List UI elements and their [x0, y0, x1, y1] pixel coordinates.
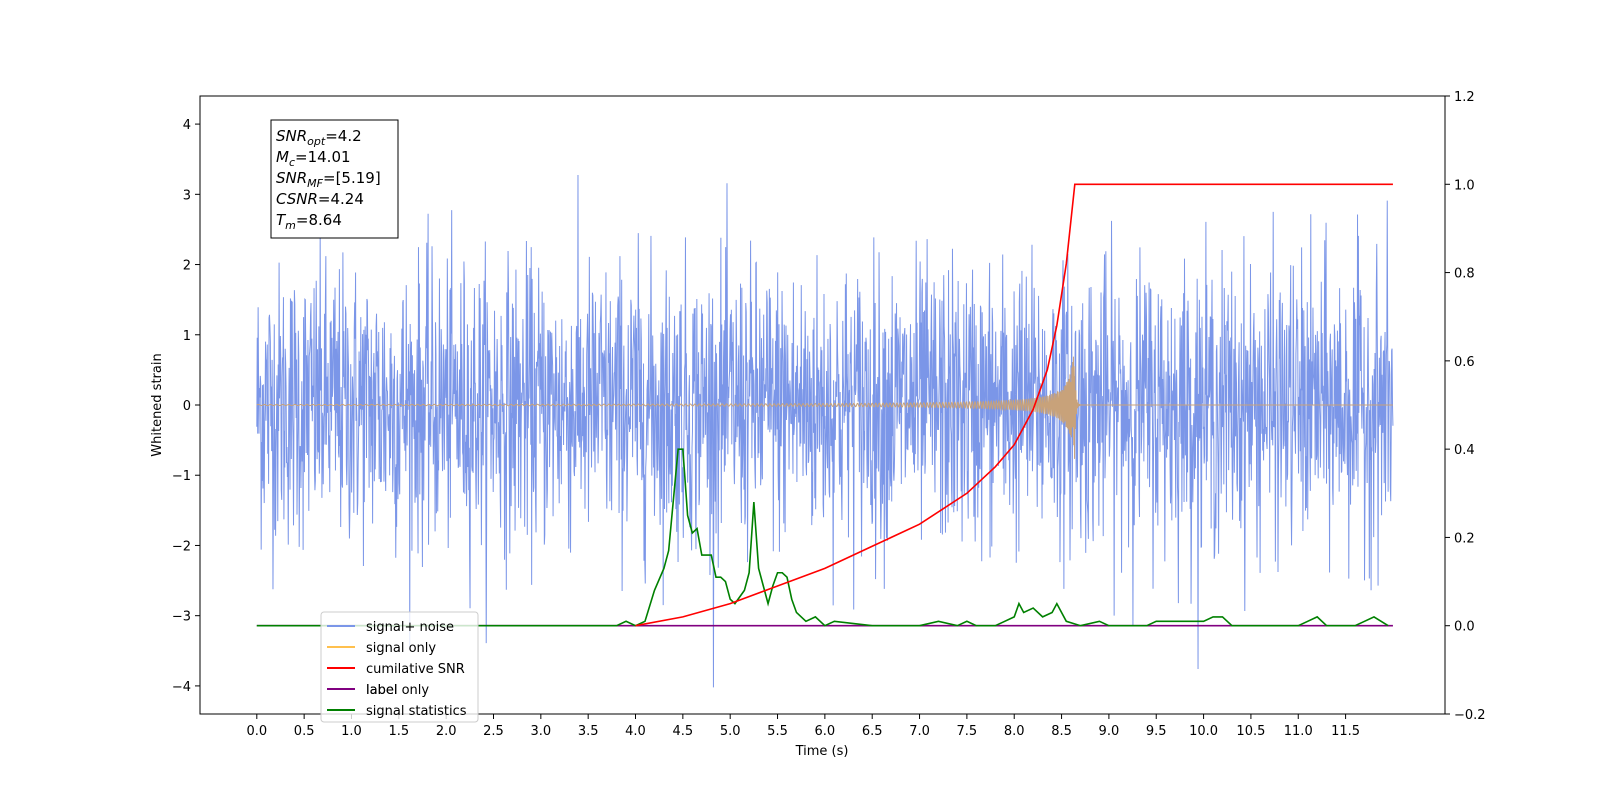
x-tick-label: 9.0	[1099, 724, 1120, 739]
series-cumulative-snr	[635, 183, 1393, 627]
x-tick-label: 1.5	[388, 724, 409, 739]
x-axis: 0.0 0.5 1.0 1.5 2.0 2.5 3.0 3.5 4.0 4.5 5.0 5.5 6.0 6…	[246, 714, 1360, 739]
y-tick-label: −2	[172, 539, 191, 554]
x-tick-label: 10.0	[1189, 724, 1218, 739]
y-tick-label: 3	[183, 188, 191, 203]
series-signal-statistics	[256, 448, 1389, 627]
x-tick-label: 1.0	[341, 724, 362, 739]
y-tick-label: −4	[172, 680, 191, 695]
y2-tick-label: 0.8	[1454, 267, 1475, 282]
stat-line: SNRopt=4.2	[276, 127, 362, 148]
legend-label: label only	[366, 683, 429, 698]
series-signal-only	[256, 356, 1393, 459]
x-tick-label: 3.5	[578, 724, 599, 739]
x-tick-label: 3.0	[530, 724, 551, 739]
stat-line: Mc=14.01	[276, 148, 351, 169]
y-tick-label: 2	[183, 259, 191, 274]
stat-line: CSNR=4.24	[276, 190, 364, 208]
legend-label: signal only	[366, 641, 436, 656]
y-tick-label: −1	[172, 469, 191, 484]
x-tick-label: 8.0	[1004, 724, 1025, 739]
y2-tick-label: 1.0	[1454, 178, 1475, 193]
y2-tick-label: 0.2	[1454, 531, 1475, 546]
x-tick-label: 0.5	[294, 724, 315, 739]
x-tick-label: 2.5	[483, 724, 504, 739]
x-tick-label: 2.0	[436, 724, 457, 739]
x-tick-label: 9.5	[1146, 724, 1167, 739]
x-tick-label: 6.0	[815, 724, 836, 739]
y-tick-label: 0	[183, 399, 191, 414]
legend: signal+ noise signal only cumilative SNR la…	[320, 611, 479, 723]
y-axis-left: 4 3 2 1 0 −1 −2 −3 −4	[172, 118, 200, 695]
legend-label: signal statistics	[366, 704, 467, 719]
y-axis-right: 1.2 1.0 0.8 0.6 0.4 0.2 0.0 −0.2	[1445, 90, 1486, 723]
x-tick-label: 5.5	[767, 724, 788, 739]
legend-label: cumilative SNR	[366, 662, 465, 677]
x-tick-label: 11.5	[1331, 724, 1360, 739]
y2-tick-label: 0.4	[1454, 443, 1475, 458]
stat-line: SNRMF=[5.19]	[276, 169, 381, 190]
y2-tick-label: 0.6	[1454, 355, 1475, 370]
x-tick-label: 0.0	[246, 724, 267, 739]
y2-tick-label: −0.2	[1454, 708, 1486, 723]
y2-tick-label: 1.2	[1454, 90, 1475, 105]
x-tick-label: 7.5	[957, 724, 978, 739]
x-axis-title: Time (s)	[795, 744, 849, 759]
x-tick-label: 4.0	[625, 724, 646, 739]
y-tick-label: −3	[172, 610, 191, 625]
x-tick-label: 10.5	[1236, 724, 1265, 739]
stats-box-frame	[270, 119, 399, 239]
x-tick-label: 11.0	[1284, 724, 1313, 739]
y-tick-label: 1	[183, 329, 191, 344]
y-axis-title: Whitened strain	[150, 353, 165, 456]
y2-tick-label: 0.0	[1454, 620, 1475, 635]
legend-frame	[320, 611, 479, 723]
legend-overlap-label: label	[366, 683, 397, 698]
x-tick-label: 7.0	[909, 724, 930, 739]
x-tick-label: 8.5	[1051, 724, 1072, 739]
x-tick-label: 6.5	[862, 724, 883, 739]
stat-line: Tm=8.64	[276, 211, 342, 232]
x-tick-label: 5.0	[720, 724, 741, 739]
legend-label: signal+ noise	[366, 620, 454, 635]
x-tick-label: 4.5	[673, 724, 694, 739]
y-tick-label: 4	[183, 118, 191, 133]
series-signal-noise	[256, 174, 1394, 688]
